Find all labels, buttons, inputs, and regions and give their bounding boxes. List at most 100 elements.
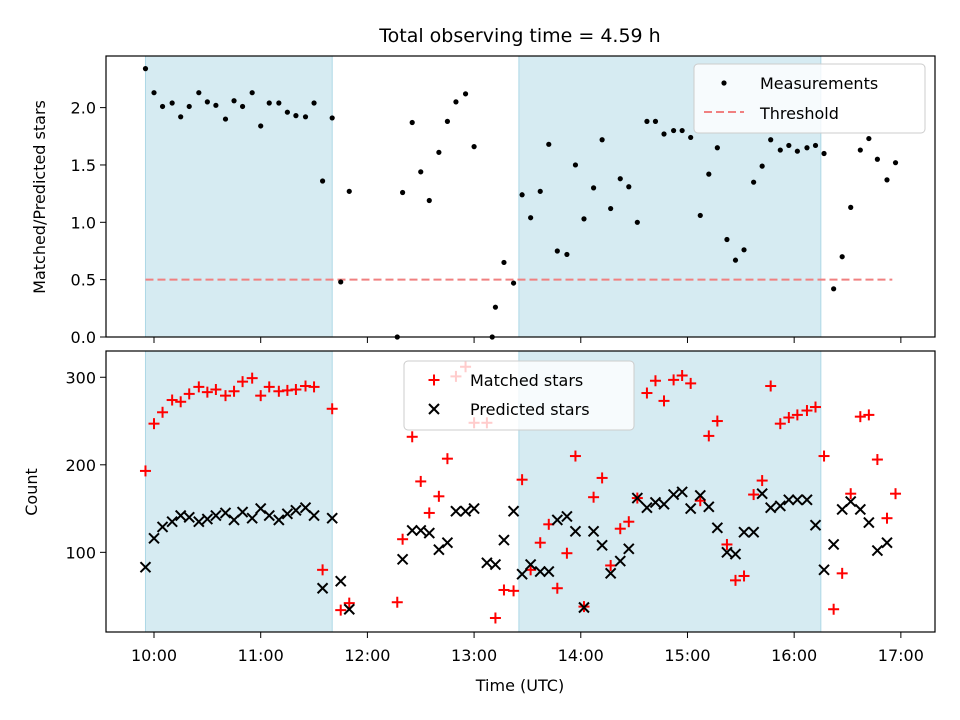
measurement-point bbox=[848, 204, 854, 210]
cross-b bbox=[516, 568, 528, 580]
matched-star-point bbox=[845, 488, 857, 500]
cross-b bbox=[335, 575, 347, 587]
cross-b bbox=[623, 543, 635, 555]
predicted-star-point bbox=[818, 564, 830, 576]
matched-star-point bbox=[729, 574, 741, 586]
cross-b bbox=[667, 488, 680, 501]
cross-b bbox=[729, 548, 742, 560]
measurement-point bbox=[652, 118, 659, 124]
x-tick-label: 17:00 bbox=[878, 646, 924, 665]
cross-b bbox=[818, 564, 830, 576]
predicted-star-point bbox=[809, 519, 822, 531]
measurement-point bbox=[418, 169, 424, 175]
predicted-star-point bbox=[335, 575, 347, 587]
y-tick-label: 200 bbox=[65, 456, 96, 475]
predicted-star-point bbox=[801, 494, 813, 506]
measurement-point bbox=[892, 160, 899, 166]
cross-b bbox=[561, 510, 573, 523]
predicted-star-point bbox=[711, 522, 724, 534]
measurement-point bbox=[590, 185, 597, 191]
x-tick-label: 15:00 bbox=[664, 646, 710, 665]
cross-b bbox=[201, 513, 214, 525]
predicted-star-point bbox=[658, 498, 670, 510]
predicted-star-point bbox=[569, 525, 582, 538]
cross-b bbox=[183, 511, 195, 524]
predicted-star-point bbox=[721, 546, 733, 559]
matched-star-point bbox=[623, 516, 635, 528]
matched-star-point bbox=[854, 411, 866, 423]
predicted-star-point bbox=[756, 487, 768, 500]
measurement-point bbox=[231, 98, 237, 104]
measurement-point bbox=[626, 184, 632, 190]
matched-star-point bbox=[561, 547, 573, 559]
predicted-star-point bbox=[210, 509, 222, 522]
measurement-point bbox=[768, 137, 774, 143]
cross-b bbox=[459, 505, 472, 517]
legend-box bbox=[403, 360, 635, 431]
matched-star-point bbox=[569, 450, 581, 462]
matched-star-point bbox=[588, 491, 600, 503]
predicted-star-point bbox=[148, 532, 160, 545]
matched-star-point bbox=[148, 418, 160, 430]
y-tick-label: 1.5 bbox=[71, 156, 96, 175]
predicted-star-point bbox=[450, 505, 462, 517]
cross-b bbox=[694, 489, 706, 502]
predicted-star-point bbox=[281, 508, 294, 520]
top-y-axis-label: Matched/Predicted stars bbox=[30, 100, 49, 294]
matched-star-point bbox=[818, 450, 830, 462]
measurement-point bbox=[634, 219, 640, 225]
predicted-star-point bbox=[845, 495, 857, 508]
legend-label: Threshold bbox=[759, 104, 839, 123]
matched-star-point bbox=[711, 415, 723, 427]
measurement-point bbox=[319, 178, 326, 184]
predicted-star-point bbox=[193, 515, 205, 528]
measurement-point bbox=[599, 137, 605, 143]
measurement-point bbox=[284, 109, 290, 115]
legend-label: Measurements bbox=[760, 74, 878, 93]
measurement-point bbox=[338, 279, 344, 285]
cross-b bbox=[210, 509, 222, 522]
cross-b bbox=[316, 582, 329, 594]
matched-star-point bbox=[863, 409, 875, 421]
cross-b bbox=[219, 507, 232, 519]
measurement-point bbox=[874, 156, 880, 162]
matched-star-point bbox=[228, 385, 240, 397]
measurement-point bbox=[266, 100, 272, 106]
measurement-point bbox=[142, 66, 149, 72]
cross-b bbox=[711, 522, 724, 534]
cross-b bbox=[281, 508, 294, 520]
predicted-star-point bbox=[561, 510, 573, 523]
legend-measurement-marker bbox=[721, 80, 727, 86]
legend-top: Measurements Threshold bbox=[693, 63, 926, 134]
measurement-point bbox=[169, 100, 175, 106]
predicted-star-point bbox=[156, 521, 169, 533]
predicted-star-point bbox=[524, 558, 537, 571]
predicted-star-point bbox=[308, 509, 320, 522]
matched-star-point bbox=[596, 472, 608, 484]
predicted-star-point bbox=[738, 526, 750, 538]
measurement-point bbox=[471, 144, 477, 150]
measurement-point bbox=[204, 99, 210, 105]
predicted-star-point bbox=[854, 503, 867, 516]
cross-b bbox=[534, 565, 546, 578]
matched-star-point bbox=[756, 475, 768, 487]
bottom-y-axis-label: Count bbox=[22, 468, 41, 516]
measurement-point bbox=[293, 113, 299, 119]
cross-b bbox=[764, 501, 777, 514]
x-tick-label: 14:00 bbox=[558, 646, 604, 665]
predicted-star-point bbox=[290, 504, 302, 517]
measurement-point bbox=[714, 145, 720, 151]
cross-b bbox=[809, 519, 822, 531]
cross-b bbox=[263, 509, 275, 522]
predicted-star-point bbox=[587, 525, 600, 538]
y-tick-label: 300 bbox=[65, 368, 96, 387]
matched-star-point bbox=[391, 596, 403, 608]
matched-star-point bbox=[605, 559, 617, 571]
cross-b bbox=[343, 603, 355, 615]
y-tick-label: 0.0 bbox=[71, 328, 96, 347]
predicted-star-point bbox=[694, 489, 706, 502]
measurement-point bbox=[777, 147, 783, 153]
matched-star-point bbox=[308, 381, 320, 393]
cross-b bbox=[308, 509, 320, 522]
